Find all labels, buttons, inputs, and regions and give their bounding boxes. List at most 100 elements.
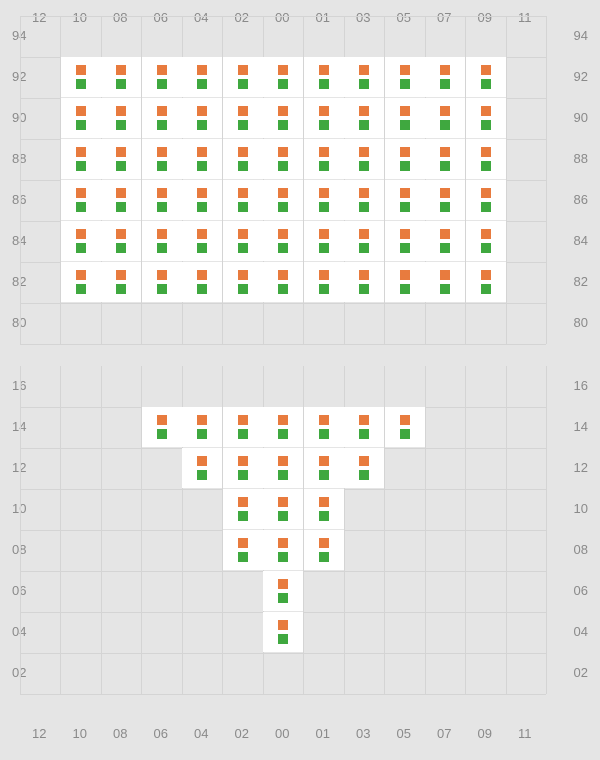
rack-slot[interactable]	[61, 57, 101, 97]
status-marker-top	[238, 497, 248, 507]
rack-slot[interactable]	[223, 530, 263, 570]
rack-slot[interactable]	[182, 180, 222, 220]
rack-slot[interactable]	[304, 98, 344, 138]
rack-slot[interactable]	[466, 98, 506, 138]
rack-slot[interactable]	[425, 57, 465, 97]
rack-slot[interactable]	[466, 180, 506, 220]
status-marker-top	[359, 188, 369, 198]
rack-slot[interactable]	[466, 139, 506, 179]
rack-slot[interactable]	[304, 262, 344, 302]
rack-slot[interactable]	[425, 98, 465, 138]
rack-slot[interactable]	[142, 407, 182, 447]
rack-slot[interactable]	[263, 221, 303, 261]
rack-slot[interactable]	[425, 262, 465, 302]
rack-slot[interactable]	[223, 221, 263, 261]
rack-slot[interactable]	[466, 57, 506, 97]
rack-slot[interactable]	[304, 489, 344, 529]
status-marker-top	[359, 456, 369, 466]
rack-slot[interactable]	[61, 262, 101, 302]
status-marker-top	[400, 270, 410, 280]
rack-slot[interactable]	[263, 180, 303, 220]
rack-slot[interactable]	[344, 180, 384, 220]
rack-slot[interactable]	[385, 221, 425, 261]
rack-slot[interactable]	[385, 262, 425, 302]
rack-slot[interactable]	[182, 407, 222, 447]
status-marker-bottom	[440, 284, 450, 294]
rack-slot[interactable]	[142, 139, 182, 179]
rack-slot[interactable]	[385, 98, 425, 138]
status-marker-top	[400, 65, 410, 75]
status-marker-top	[157, 415, 167, 425]
rack-slot[interactable]	[344, 57, 384, 97]
rack-slot[interactable]	[304, 57, 344, 97]
rack-slot[interactable]	[263, 139, 303, 179]
rack-slot[interactable]	[425, 180, 465, 220]
rack-slot[interactable]	[344, 262, 384, 302]
rack-slot[interactable]	[385, 407, 425, 447]
rack-slot[interactable]	[101, 139, 141, 179]
rack-slot[interactable]	[182, 98, 222, 138]
rack-slot[interactable]	[223, 139, 263, 179]
rack-slot[interactable]	[304, 407, 344, 447]
rack-slot[interactable]	[304, 448, 344, 488]
rack-slot[interactable]	[344, 448, 384, 488]
rack-slot[interactable]	[101, 98, 141, 138]
rack-slot[interactable]	[182, 57, 222, 97]
rack-slot[interactable]	[101, 262, 141, 302]
rack-slot[interactable]	[425, 221, 465, 261]
rack-slot[interactable]	[263, 407, 303, 447]
rack-slot[interactable]	[142, 180, 182, 220]
status-marker-bottom	[197, 470, 207, 480]
rack-slot[interactable]	[263, 571, 303, 611]
rack-slot[interactable]	[263, 448, 303, 488]
rack-slot[interactable]	[304, 221, 344, 261]
rack-slot[interactable]	[263, 262, 303, 302]
rack-slot[interactable]	[101, 180, 141, 220]
rack-slot[interactable]	[61, 139, 101, 179]
rack-slot[interactable]	[61, 98, 101, 138]
status-marker-bottom	[116, 284, 126, 294]
rack-slot[interactable]	[263, 489, 303, 529]
rack-slot[interactable]	[61, 180, 101, 220]
rack-slot[interactable]	[101, 57, 141, 97]
status-marker-bottom	[116, 120, 126, 130]
rack-slot[interactable]	[304, 180, 344, 220]
rack-slot[interactable]	[344, 407, 384, 447]
rack-slot[interactable]	[223, 489, 263, 529]
rack-slot[interactable]	[385, 57, 425, 97]
rack-slot[interactable]	[223, 407, 263, 447]
rack-slot[interactable]	[223, 57, 263, 97]
rack-slot[interactable]	[263, 612, 303, 652]
status-marker-bottom	[319, 202, 329, 212]
rack-slot[interactable]	[344, 98, 384, 138]
rack-slot[interactable]	[466, 221, 506, 261]
rack-slot[interactable]	[304, 530, 344, 570]
rack-slot[interactable]	[344, 221, 384, 261]
rack-slot[interactable]	[101, 221, 141, 261]
rack-slot[interactable]	[223, 262, 263, 302]
rack-slot[interactable]	[263, 530, 303, 570]
rack-slot[interactable]	[223, 98, 263, 138]
rack-slot[interactable]	[263, 98, 303, 138]
rack-slot[interactable]	[466, 262, 506, 302]
rack-slot[interactable]	[142, 57, 182, 97]
rack-slot[interactable]	[182, 221, 222, 261]
rack-slot[interactable]	[223, 180, 263, 220]
col-label: 03	[356, 726, 370, 741]
rack-slot[interactable]	[263, 57, 303, 97]
rack-slot[interactable]	[182, 139, 222, 179]
rack-slot[interactable]	[385, 139, 425, 179]
rack-slot[interactable]	[385, 180, 425, 220]
status-marker-top	[319, 415, 329, 425]
rack-slot[interactable]	[142, 221, 182, 261]
rack-slot[interactable]	[304, 139, 344, 179]
rack-slot[interactable]	[142, 98, 182, 138]
rack-slot[interactable]	[223, 448, 263, 488]
rack-slot[interactable]	[182, 448, 222, 488]
col-label: 06	[154, 10, 168, 25]
rack-slot[interactable]	[182, 262, 222, 302]
rack-slot[interactable]	[344, 139, 384, 179]
rack-slot[interactable]	[142, 262, 182, 302]
rack-slot[interactable]	[425, 139, 465, 179]
rack-slot[interactable]	[61, 221, 101, 261]
